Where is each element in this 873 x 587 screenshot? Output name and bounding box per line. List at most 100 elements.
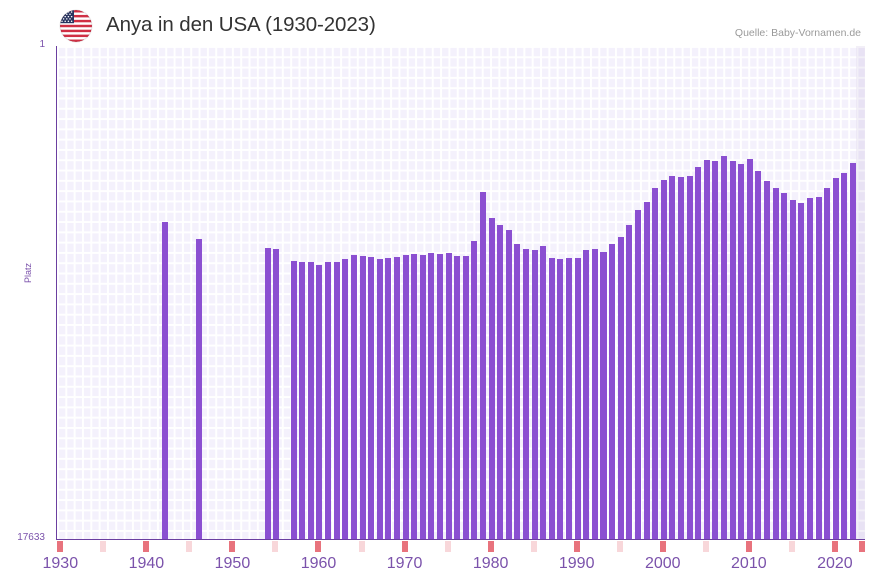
chart-bar	[376, 258, 383, 539]
x-axis-tick-labels: 1930 1940 1950 1960 1970 1980 1990 2000 2010 2020	[43, 555, 865, 583]
chart-bar	[368, 257, 375, 539]
x-tick-label: 2020	[817, 555, 853, 572]
source-label: Quelle: Baby-Vornamen.de	[734, 27, 861, 39]
chart-bar	[325, 261, 332, 539]
chart-bar	[626, 224, 633, 539]
chart-bar	[729, 160, 736, 539]
chart-bar	[574, 258, 581, 539]
chart-bar	[428, 253, 435, 539]
x-tick-label: 1960	[300, 555, 337, 572]
chart-bar	[419, 254, 426, 539]
x-tick-marker-major	[401, 541, 408, 552]
chart-bar	[540, 246, 547, 539]
x-tick-marker-minor	[358, 541, 365, 552]
chart-bar	[738, 164, 745, 539]
chart-bar	[454, 256, 461, 539]
chart-bar	[764, 180, 771, 539]
chart-bar	[436, 253, 443, 539]
chart-bar	[617, 237, 624, 539]
chart-bar	[660, 180, 667, 539]
chart-bar	[411, 253, 418, 539]
chart-bar	[566, 258, 573, 539]
chart-bar	[342, 259, 349, 539]
chart-bar	[772, 188, 779, 539]
x-tick-marker-major	[745, 541, 752, 552]
chart-bar	[316, 264, 323, 539]
x-tick-marker-minor	[788, 541, 795, 552]
chart-bar	[307, 262, 314, 539]
x-tick-marker-minor	[702, 541, 709, 552]
x-tick-marker-minor	[186, 541, 193, 552]
chart-bar	[488, 218, 495, 539]
chart-bar	[480, 191, 487, 539]
chart-bar	[643, 201, 650, 539]
chart-bar	[824, 188, 831, 539]
chart-bar	[161, 221, 168, 539]
chart-bar	[333, 261, 340, 539]
x-tick-label: 1930	[42, 555, 79, 572]
x-tick-marker-minor	[272, 541, 279, 552]
chart-bar	[807, 197, 814, 539]
chart-bar	[677, 176, 684, 539]
chart-bar	[703, 159, 710, 539]
x-tick-label: 2010	[731, 555, 767, 572]
x-tick-marker-end	[858, 541, 865, 552]
chart-bar	[350, 255, 357, 539]
chart-bar	[755, 170, 762, 539]
x-tick-marker-minor	[444, 541, 451, 552]
chart-bar	[273, 249, 280, 539]
chart-bar	[290, 261, 297, 539]
x-tick-marker-minor	[530, 541, 537, 552]
chart-bar	[385, 257, 392, 539]
x-tick-marker-major	[487, 541, 494, 552]
chart-bar	[583, 249, 590, 539]
x-tick-label: 1990	[558, 555, 595, 572]
x-tick-label: 1970	[386, 555, 423, 572]
chart-bar	[402, 254, 409, 539]
x-tick-marker-major	[573, 541, 580, 552]
x-tick-marker-major	[143, 541, 150, 552]
chart-bar	[299, 261, 306, 539]
chart-bar	[462, 255, 469, 539]
chart-bar	[471, 240, 478, 539]
x-tick-marker-major	[831, 541, 838, 552]
x-tick-label: 2000	[644, 555, 681, 572]
x-tick-marker-major	[315, 541, 322, 552]
us-flag-icon	[60, 10, 92, 42]
chart-bar	[531, 249, 538, 539]
chart-header: Anya in den USA (1930-2023) Quelle: Baby…	[0, 0, 873, 46]
chart-bar	[789, 199, 796, 539]
chart-bars	[57, 46, 865, 539]
chart-bar	[841, 172, 848, 539]
page-title: Anya in den USA (1930-2023)	[106, 13, 376, 36]
chart-bar	[609, 244, 616, 539]
x-tick-marker-major	[659, 541, 666, 552]
chart-bar	[850, 162, 857, 539]
chart-bar	[652, 188, 659, 539]
chart-bar	[832, 177, 839, 539]
chart-bar	[264, 247, 271, 539]
x-tick-label: 1940	[128, 555, 165, 572]
chart-bar	[548, 257, 555, 539]
chart-bar	[591, 248, 598, 539]
chart-bar	[523, 248, 530, 539]
x-tick-marker-major	[57, 541, 64, 552]
chart-bar	[669, 175, 676, 539]
x-tick-marker-minor	[100, 541, 107, 552]
chart-bar	[712, 160, 719, 539]
chart-bar	[634, 210, 641, 539]
chart-bar	[195, 239, 202, 539]
chart-bar	[359, 255, 366, 539]
x-tick-label: 1950	[214, 555, 251, 572]
chart-bar	[445, 252, 452, 539]
chart-bar	[695, 166, 702, 539]
y-axis-tick-top: 1	[39, 39, 45, 50]
chart-bar	[746, 158, 753, 539]
chart-bar	[815, 197, 822, 539]
chart-bar	[781, 193, 788, 539]
y-axis-title: Platz	[23, 263, 33, 284]
x-axis-tick-markers	[56, 541, 865, 552]
x-tick-marker-minor	[616, 541, 623, 552]
x-tick-label: 1980	[472, 555, 509, 572]
